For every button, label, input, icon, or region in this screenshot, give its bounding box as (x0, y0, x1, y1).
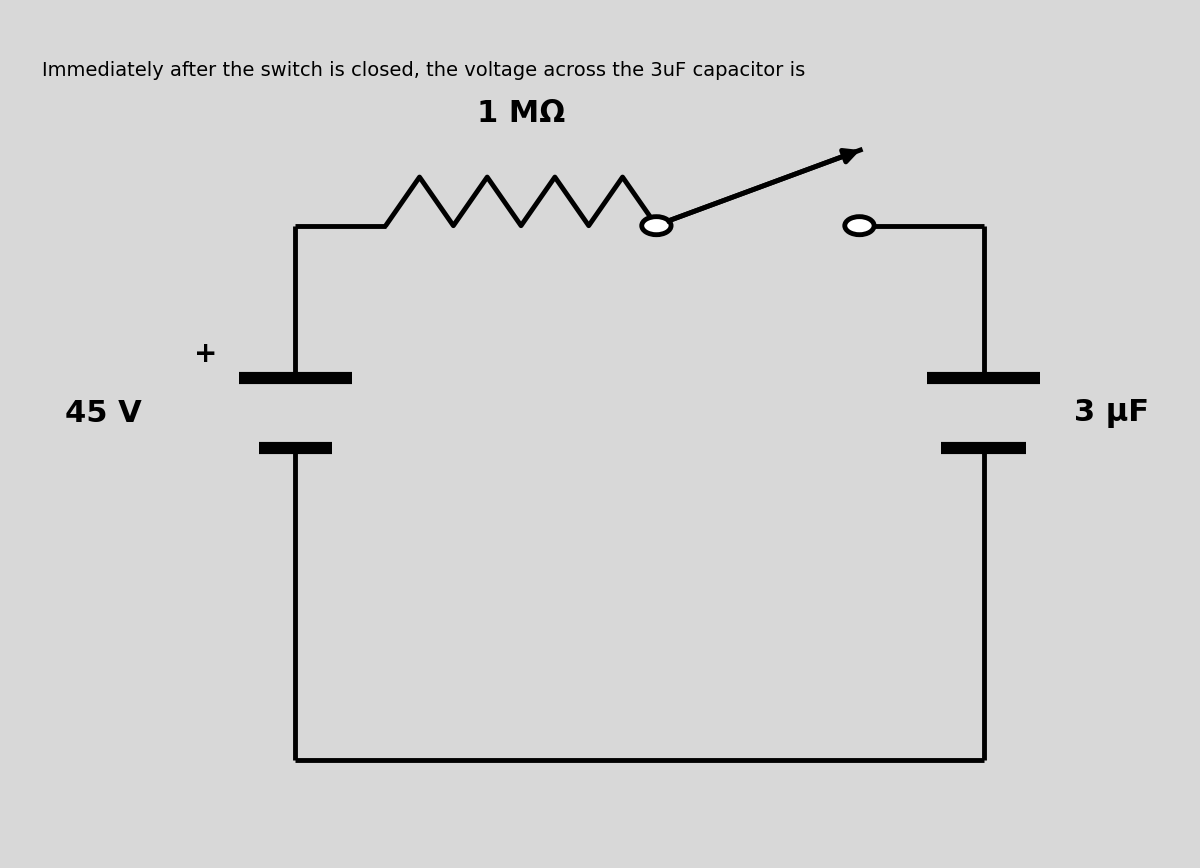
Circle shape (845, 217, 874, 234)
Text: 3 μF: 3 μF (1074, 398, 1148, 428)
Text: 1 MΩ: 1 MΩ (476, 100, 565, 128)
Circle shape (642, 217, 671, 234)
Text: 45 V: 45 V (65, 398, 142, 428)
Text: +: + (193, 340, 217, 368)
Text: Immediately after the switch is closed, the voltage across the 3uF capacitor is: Immediately after the switch is closed, … (42, 61, 805, 80)
